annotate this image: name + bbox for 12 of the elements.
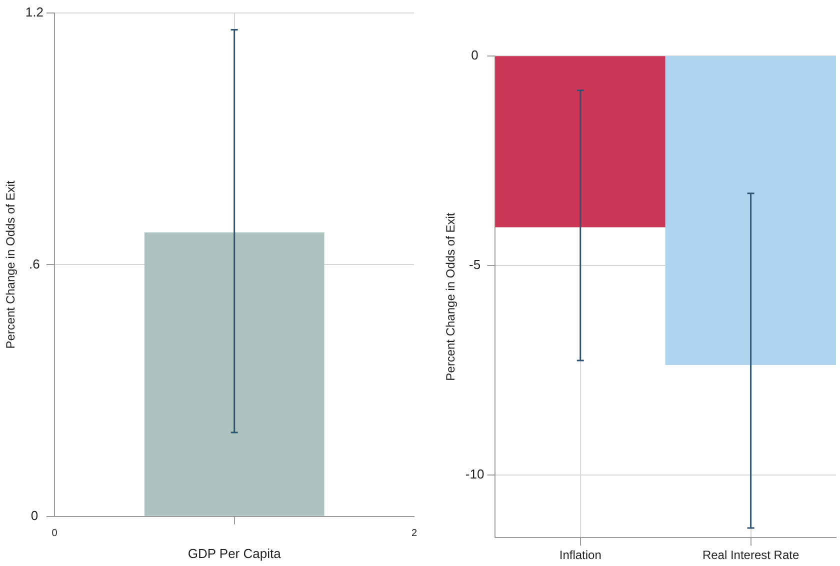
y-tick-label: 0 (471, 48, 478, 63)
y-tick-label: .6 (29, 256, 40, 272)
x-tick-label: Real Interest Rate (702, 548, 800, 562)
y-axis-title: Percent Change in Odds of Exit (4, 180, 18, 349)
y-tick-label: -10 (465, 466, 484, 482)
y-tick-label: 1.2 (25, 4, 44, 20)
y-tick-label: -5 (469, 256, 481, 272)
y-axis-title: Percent Change in Odds of Exit (444, 212, 458, 381)
y-tick-label: 0 (30, 508, 38, 523)
x-tick-label: Inflation (559, 548, 602, 562)
x-tick-label: 2 (411, 528, 418, 540)
x-axis-title: GDP Per Capita (188, 546, 282, 561)
